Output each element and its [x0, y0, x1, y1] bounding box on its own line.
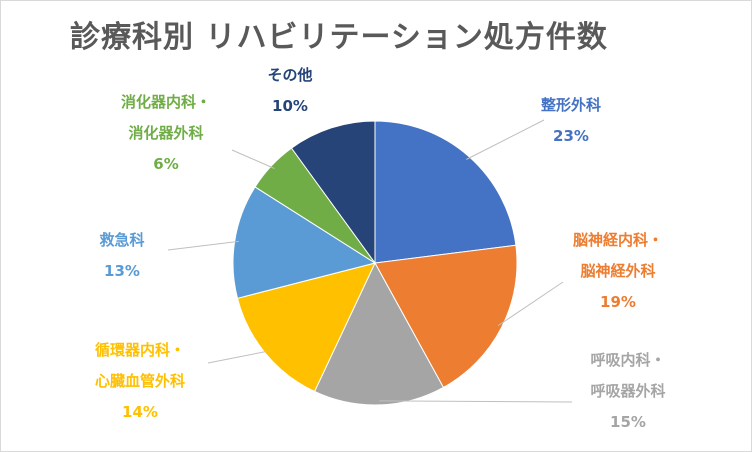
data-label-category-4-0: 救急科	[99, 231, 144, 249]
data-label-category-2-0: 呼吸内科・	[590, 351, 665, 369]
pie-slice-6	[290, 120, 376, 265]
pie-slice-4	[232, 186, 377, 299]
data-label-percent-3: 14%	[122, 403, 158, 421]
data-label-category-1-0: 脳神経内科・	[573, 231, 663, 249]
data-label-category-3-0: 循環器内科・	[95, 341, 185, 359]
leader-line-4	[167, 240, 239, 251]
pie-slice-0	[374, 120, 517, 264]
pie-slice-3	[236, 262, 376, 393]
chart-title: 診療科別 リハビリテーション処方件数	[70, 20, 608, 55]
data-label-category-1-1: 脳神経外科	[580, 262, 655, 280]
pie-slice-2	[313, 261, 445, 406]
leader-line-0	[466, 119, 545, 160]
data-label-percent-0: 23%	[553, 127, 589, 145]
pie-slice-1	[374, 244, 518, 389]
leader-line-2	[379, 400, 573, 403]
data-label-category-3-1: 心臓血管外科	[95, 372, 185, 390]
data-label-percent-1: 19%	[600, 293, 636, 311]
data-label-category-5-1: 消化器外科	[128, 124, 203, 142]
data-label-percent-6: 10%	[272, 97, 308, 115]
data-label-percent-2: 15%	[610, 413, 646, 431]
data-label-percent-5: 6%	[153, 155, 178, 173]
leader-line-5	[231, 149, 275, 169]
leader-line-1	[497, 281, 564, 327]
leader-line-3	[207, 350, 269, 364]
data-label-category-5-0: 消化器内科・	[121, 93, 211, 111]
data-label-category-0-0: 整形外科	[541, 96, 601, 114]
data-label-category-2-1: 呼吸器外科	[590, 382, 665, 400]
data-label-percent-4: 13%	[104, 262, 140, 280]
data-label-category-6-0: その他	[267, 66, 312, 84]
